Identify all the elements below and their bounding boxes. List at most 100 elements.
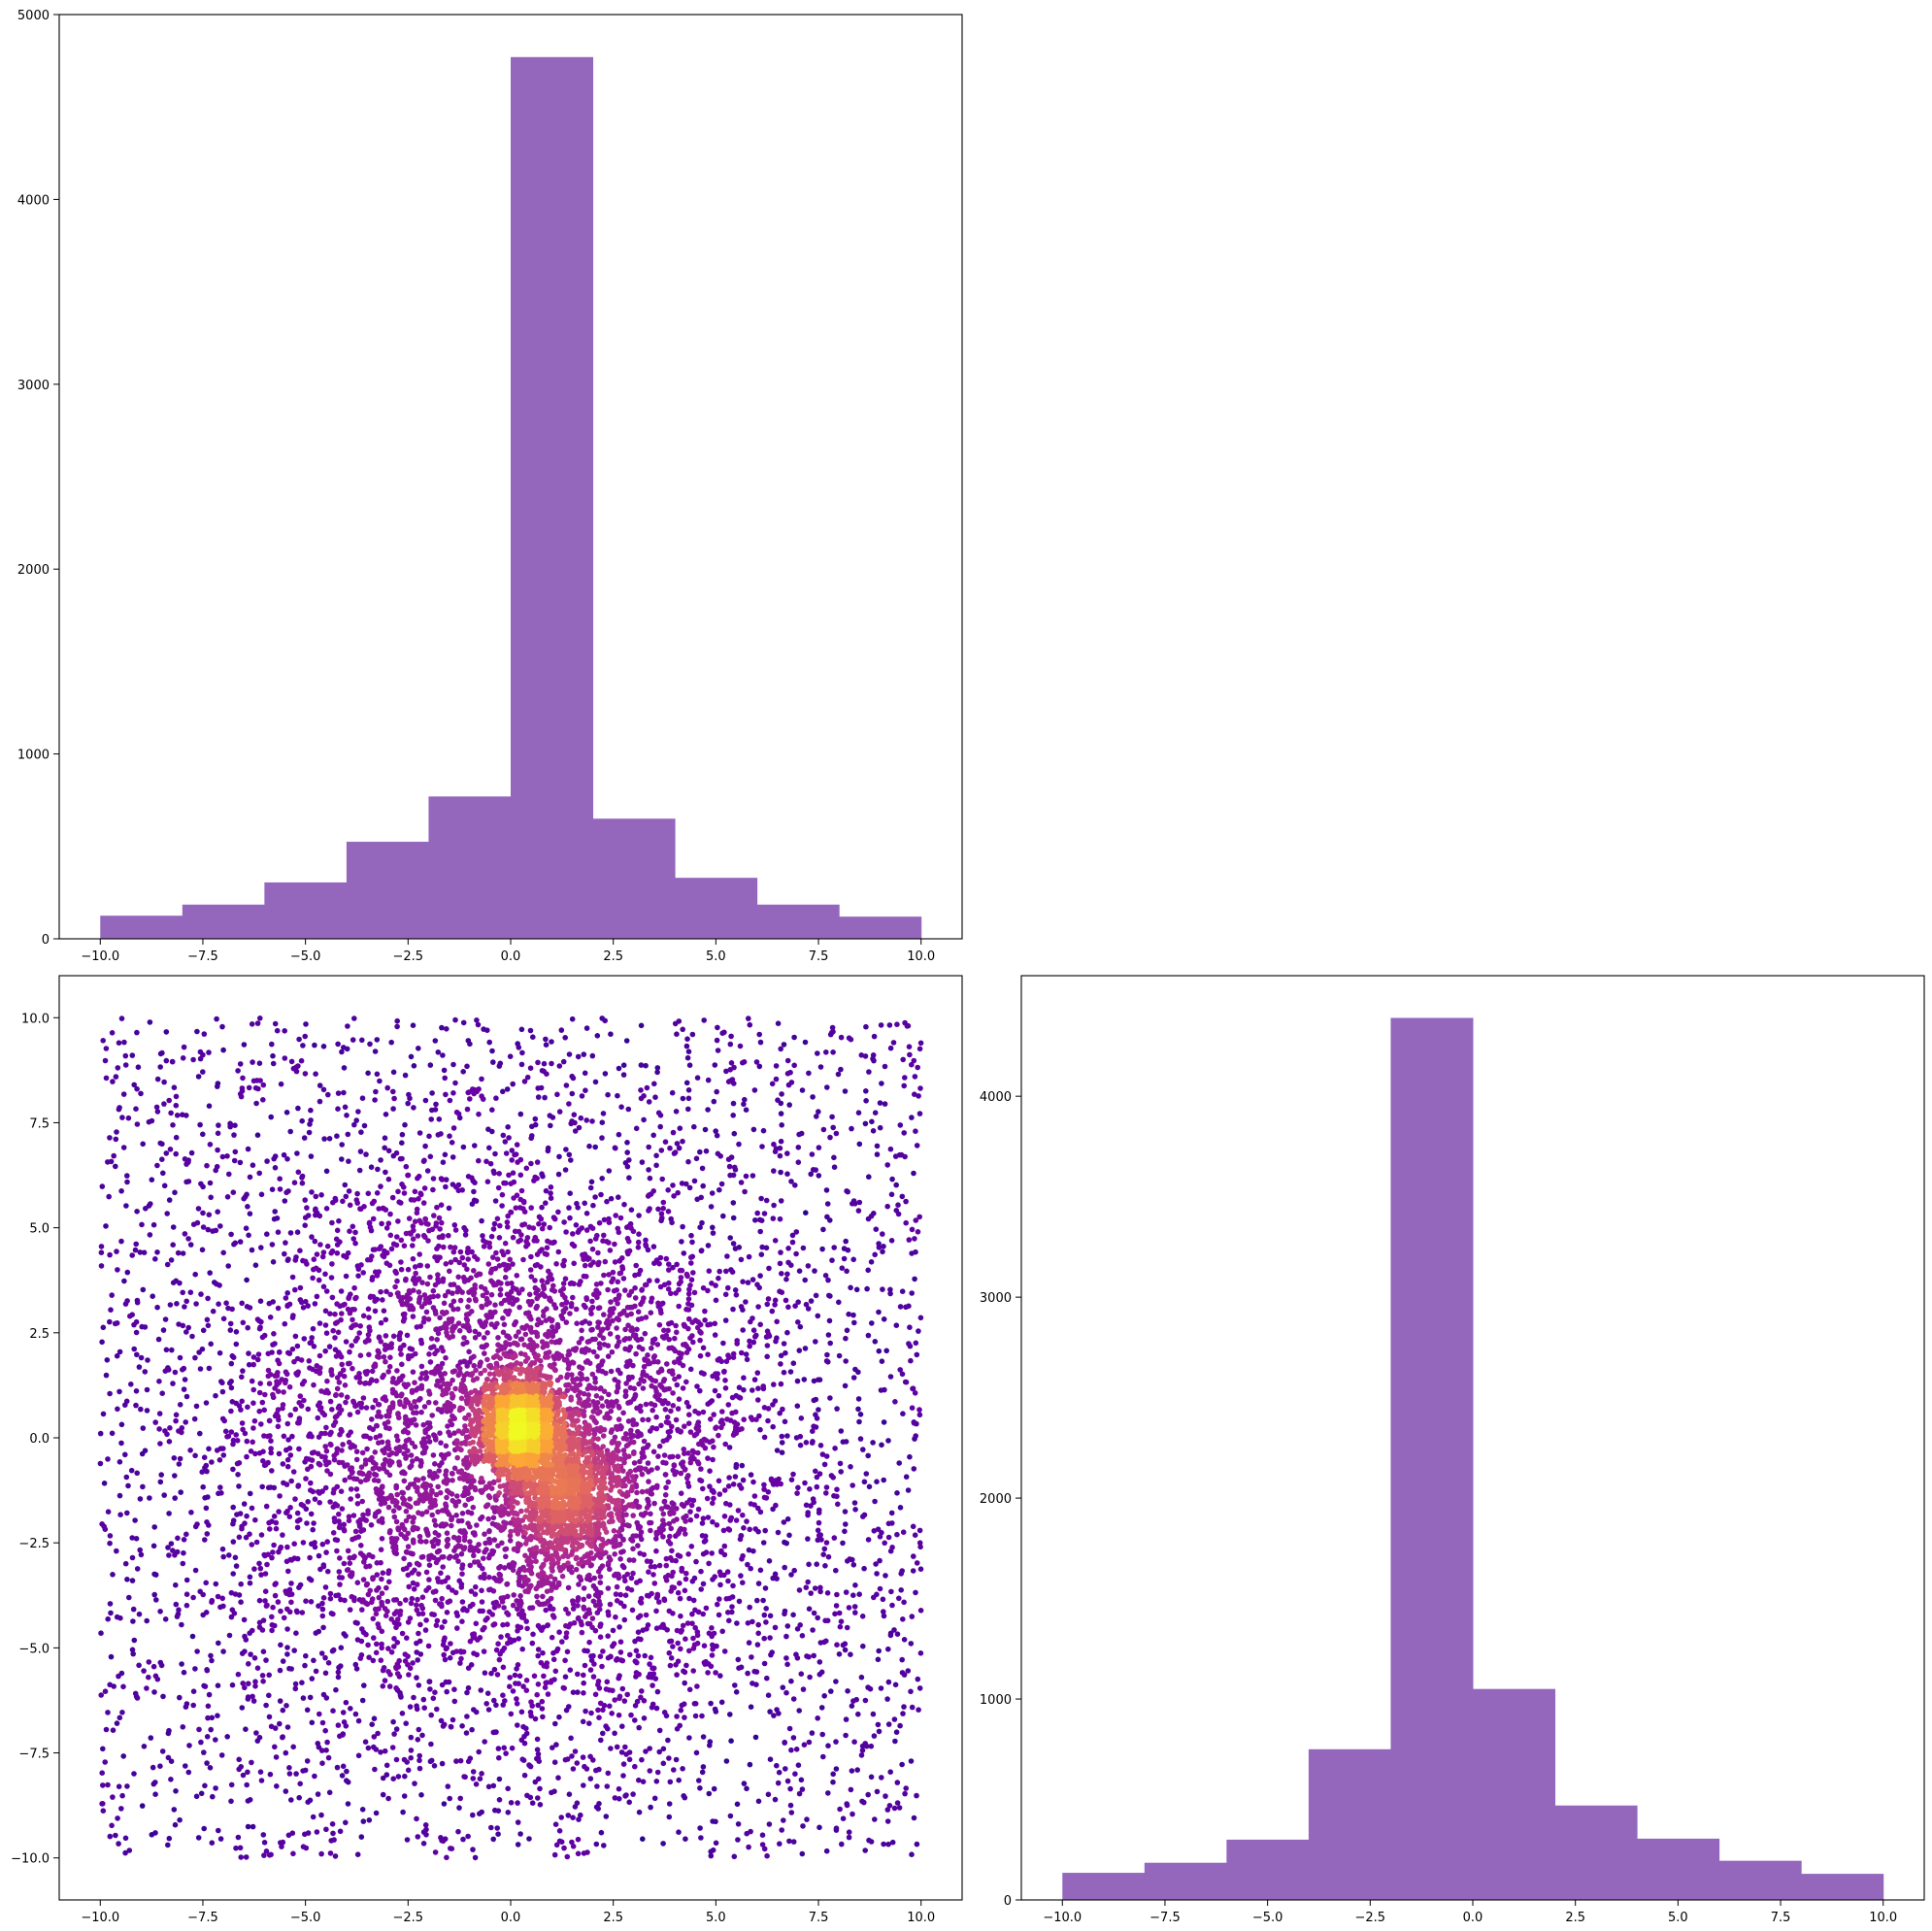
scatter-point bbox=[407, 1665, 414, 1672]
scatter-point bbox=[705, 1515, 712, 1520]
scatter-point bbox=[136, 1364, 143, 1370]
scatter-point bbox=[474, 1017, 480, 1023]
scatter-point bbox=[881, 1477, 886, 1483]
scatter-point bbox=[730, 1241, 737, 1247]
scatter-point bbox=[357, 1323, 364, 1329]
scatter-point bbox=[377, 1078, 383, 1084]
scatter-point bbox=[493, 1702, 499, 1709]
scatter-point bbox=[319, 1541, 326, 1548]
scatter-point bbox=[327, 1850, 334, 1856]
scatter-point bbox=[374, 1587, 380, 1593]
scatter-point bbox=[646, 1416, 651, 1423]
scatter-point bbox=[327, 1311, 333, 1316]
scatter-point bbox=[827, 1217, 833, 1223]
scatter-point bbox=[549, 1060, 554, 1067]
scatter-point bbox=[589, 1118, 595, 1124]
scatter-point bbox=[270, 1391, 276, 1398]
scatter-point bbox=[700, 1409, 707, 1415]
scatter-point bbox=[699, 1165, 706, 1172]
scatter-point bbox=[438, 1717, 445, 1724]
scatter-point bbox=[340, 1763, 347, 1770]
scatter-point bbox=[201, 1682, 207, 1689]
scatter-point bbox=[406, 1583, 413, 1590]
scatter-point bbox=[700, 1345, 707, 1351]
scatter-point bbox=[239, 1398, 245, 1405]
scatter-point bbox=[710, 1230, 716, 1236]
scatter-point bbox=[157, 1064, 163, 1070]
scatter-point bbox=[245, 1696, 251, 1702]
scatter-point bbox=[778, 1249, 783, 1255]
scatter-point bbox=[858, 1752, 865, 1758]
scatter-point bbox=[383, 1249, 390, 1256]
scatter-point bbox=[914, 1351, 920, 1358]
scatter-point bbox=[663, 1713, 670, 1719]
scatter-point bbox=[865, 1452, 871, 1459]
scatter-point bbox=[901, 1082, 907, 1089]
scatter-point bbox=[823, 1540, 830, 1546]
scatter-point bbox=[175, 1249, 182, 1256]
scatter-point bbox=[587, 1753, 593, 1760]
scatter-point bbox=[418, 1191, 424, 1198]
scatter-point bbox=[575, 1836, 582, 1843]
scatter-point bbox=[694, 1324, 701, 1331]
scatter-point bbox=[110, 1079, 116, 1084]
scatter-point bbox=[850, 1592, 856, 1598]
scatter-point bbox=[667, 1145, 673, 1151]
scatter-point bbox=[753, 1669, 760, 1675]
scatter-point bbox=[309, 1541, 315, 1548]
scatter-point bbox=[683, 1662, 689, 1669]
scatter-point bbox=[496, 1171, 502, 1177]
scatter-point bbox=[359, 1599, 365, 1605]
scatter-point bbox=[653, 1594, 660, 1601]
scatter-point bbox=[732, 1474, 739, 1480]
scatter-point bbox=[122, 1301, 129, 1307]
scatter-point bbox=[703, 1658, 709, 1665]
scatter-point bbox=[575, 1595, 582, 1601]
scatter-point bbox=[353, 1375, 360, 1381]
scatter-point bbox=[346, 1158, 351, 1164]
scatter-point bbox=[103, 1046, 110, 1051]
scatter-point bbox=[697, 1785, 703, 1791]
scatter-point bbox=[326, 1136, 333, 1142]
scatter-point bbox=[353, 1448, 360, 1454]
scatter-point bbox=[693, 1558, 699, 1565]
scatter-point bbox=[410, 1243, 416, 1248]
scatter-point bbox=[252, 1262, 259, 1268]
scatter-point bbox=[414, 1581, 420, 1587]
scatter-point bbox=[595, 1679, 602, 1684]
scatter-point bbox=[860, 1643, 866, 1649]
scatter-point bbox=[572, 1748, 579, 1754]
scatter-point bbox=[358, 1528, 364, 1534]
scatter-point bbox=[183, 1393, 190, 1400]
scatter-point bbox=[320, 1086, 327, 1093]
scatter-point bbox=[675, 1658, 682, 1664]
scatter-point bbox=[356, 1371, 362, 1377]
scatter-point bbox=[755, 1397, 761, 1403]
scatter-point bbox=[586, 1320, 593, 1326]
scatter-point bbox=[415, 1596, 420, 1603]
scatter-point bbox=[355, 1266, 362, 1272]
scatter-point bbox=[630, 1570, 636, 1577]
scatter-point bbox=[360, 1818, 367, 1824]
scatter-point bbox=[394, 1661, 401, 1667]
scatter-point bbox=[296, 1584, 302, 1590]
scatter-point bbox=[418, 1363, 425, 1370]
scatter-point bbox=[514, 1192, 520, 1198]
scatter-point bbox=[391, 1619, 398, 1626]
scatter-point bbox=[428, 1712, 435, 1718]
scatter-point bbox=[848, 1786, 854, 1793]
scatter-point bbox=[110, 1572, 116, 1578]
scatter-point bbox=[107, 1135, 113, 1141]
scatter-point bbox=[382, 1135, 388, 1141]
scatter-point bbox=[152, 1830, 158, 1836]
scatter-point bbox=[476, 1157, 482, 1164]
scatter-point bbox=[378, 1547, 384, 1552]
scatter-point bbox=[660, 1534, 666, 1540]
scatter-point bbox=[783, 1297, 789, 1304]
scatter-point bbox=[612, 1730, 617, 1737]
scatter-point bbox=[493, 1095, 499, 1101]
histogram-bar bbox=[182, 904, 265, 939]
scatter-point bbox=[777, 1410, 783, 1416]
scatter-point bbox=[316, 1277, 322, 1283]
scatter-point bbox=[488, 1233, 495, 1240]
